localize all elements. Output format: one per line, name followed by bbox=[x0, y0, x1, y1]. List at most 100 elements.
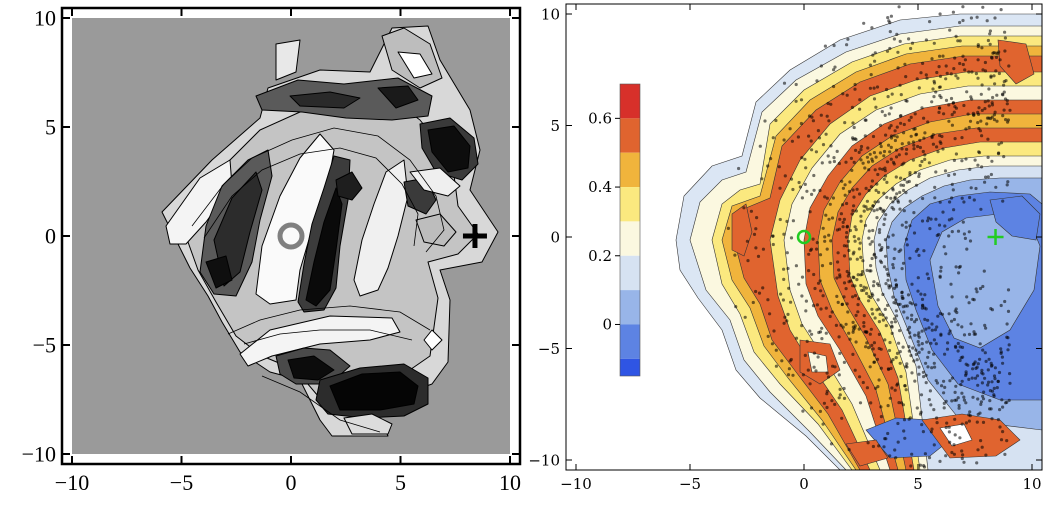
scatter-point bbox=[999, 438, 1004, 442]
scatter-point bbox=[910, 452, 914, 456]
scatter-point bbox=[857, 297, 861, 301]
scatter-point bbox=[812, 351, 817, 355]
scatter-point bbox=[917, 86, 921, 90]
scatter-point bbox=[901, 345, 905, 349]
scatter-point bbox=[986, 383, 990, 387]
scatter-point bbox=[863, 118, 867, 122]
scatter-point bbox=[841, 225, 845, 229]
scatter-point bbox=[892, 317, 897, 321]
scatter-point bbox=[936, 314, 940, 318]
scatter-point bbox=[879, 248, 884, 252]
scatter-point bbox=[924, 373, 928, 377]
scatter-point bbox=[953, 56, 957, 60]
scatter-point bbox=[934, 342, 938, 346]
scatter-point bbox=[984, 453, 988, 457]
scatter-point bbox=[845, 231, 849, 235]
scatter-point bbox=[964, 157, 968, 161]
scatter-point bbox=[960, 196, 964, 200]
scatter-point bbox=[1005, 183, 1009, 187]
scatter-point bbox=[900, 163, 904, 167]
scatter-point bbox=[898, 302, 902, 306]
scatter-point bbox=[794, 82, 798, 87]
scatter-point bbox=[869, 401, 873, 405]
scatter-point bbox=[789, 177, 794, 181]
scatter-point bbox=[746, 259, 750, 263]
scatter-point bbox=[885, 160, 890, 164]
scatter-point bbox=[865, 341, 869, 345]
scatter-point bbox=[865, 330, 869, 334]
scatter-point bbox=[947, 312, 951, 316]
scatter-point bbox=[926, 219, 930, 223]
scatter-point bbox=[915, 358, 919, 362]
scatter-point bbox=[944, 77, 948, 81]
scatter-point bbox=[927, 398, 931, 402]
scatter-point bbox=[973, 376, 978, 380]
scatter-point bbox=[852, 195, 856, 199]
scatter-point bbox=[862, 285, 866, 289]
scatter-point bbox=[891, 295, 895, 299]
scatter-point bbox=[758, 144, 762, 148]
scatter-point bbox=[770, 342, 775, 346]
scatter-point bbox=[825, 392, 829, 396]
colorbar-swatch bbox=[620, 255, 640, 291]
y-tick-label: −5 bbox=[33, 333, 56, 358]
scatter-point bbox=[950, 113, 954, 117]
scatter-point bbox=[853, 82, 857, 87]
scatter-point bbox=[847, 189, 852, 194]
scatter-point bbox=[894, 175, 898, 179]
scatter-point bbox=[1003, 30, 1007, 34]
scatter-point bbox=[791, 373, 795, 377]
scatter-point bbox=[992, 113, 997, 117]
scatter-point bbox=[838, 387, 842, 391]
scatter-point bbox=[938, 12, 942, 16]
scatter-point bbox=[840, 416, 844, 420]
scatter-point bbox=[865, 268, 869, 272]
scatter-point bbox=[868, 86, 873, 90]
scatter-point bbox=[861, 161, 865, 165]
scatter-point bbox=[904, 99, 908, 103]
scatter-point bbox=[812, 272, 816, 277]
scatter-point bbox=[967, 332, 972, 336]
scatter-point bbox=[832, 43, 836, 48]
scatter-point bbox=[961, 62, 965, 67]
scatter-point bbox=[856, 303, 860, 307]
scatter-point bbox=[763, 119, 767, 123]
scatter-point bbox=[876, 298, 880, 302]
scatter-point bbox=[982, 390, 986, 394]
scatter-point bbox=[805, 189, 809, 193]
scatter-point bbox=[820, 264, 825, 268]
scatter-point bbox=[968, 239, 973, 243]
scatter-point bbox=[960, 456, 964, 461]
scatter-point bbox=[929, 430, 934, 434]
scatter-point bbox=[938, 274, 942, 278]
scatter-point bbox=[962, 395, 966, 399]
scatter-point bbox=[760, 177, 764, 181]
scatter-point bbox=[898, 350, 902, 354]
scatter-point bbox=[892, 301, 896, 305]
scatter-point bbox=[951, 188, 955, 192]
scatter-point bbox=[961, 453, 965, 457]
scatter-point bbox=[848, 180, 852, 184]
scatter-point bbox=[832, 68, 836, 72]
scatter-point bbox=[881, 292, 885, 297]
scatter-point bbox=[988, 32, 992, 36]
scatter-point bbox=[1003, 452, 1007, 456]
scatter-point bbox=[734, 305, 738, 309]
scatter-point bbox=[821, 422, 825, 426]
scatter-point bbox=[993, 366, 998, 370]
scatter-point bbox=[908, 171, 912, 175]
scatter-point bbox=[928, 227, 932, 231]
scatter-point bbox=[807, 269, 811, 273]
scatter-point bbox=[877, 346, 881, 351]
scatter-point bbox=[930, 100, 934, 104]
scatter-point bbox=[884, 437, 888, 441]
scatter-point bbox=[1000, 398, 1004, 402]
scatter-point bbox=[820, 337, 824, 341]
scatter-point bbox=[877, 320, 882, 324]
scatter-point bbox=[922, 375, 926, 379]
scatter-point bbox=[886, 367, 891, 371]
scatter-point bbox=[788, 127, 792, 131]
y-tick-label: 10 bbox=[34, 6, 56, 31]
scatter-point bbox=[942, 391, 946, 395]
scatter-point bbox=[904, 75, 908, 79]
